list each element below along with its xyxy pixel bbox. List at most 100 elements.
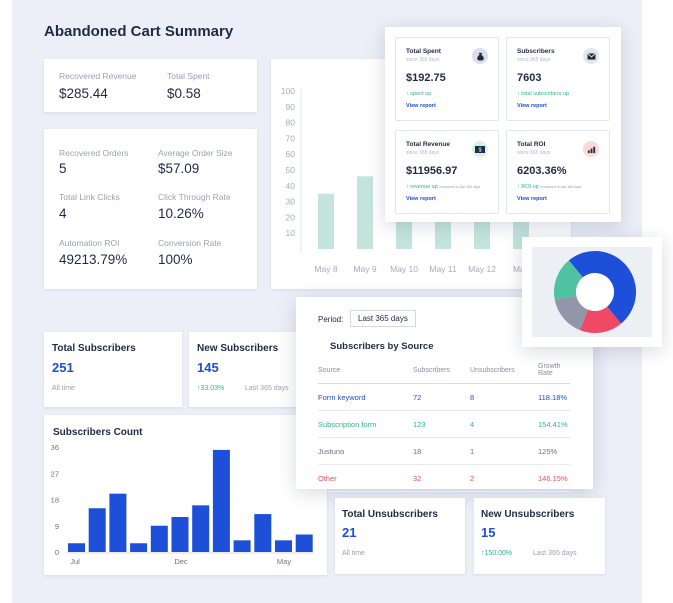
source-panel-title: Subscribers by Source <box>330 341 434 352</box>
total-revenue-mini-card: Total Revenue since 365 days $ $11956.97… <box>395 130 499 214</box>
table-cell-subscribers: 18 <box>413 437 470 465</box>
x-tick-label: Jul <box>70 557 80 566</box>
chart-bar <box>318 193 334 249</box>
y-tick-label: 100 <box>281 86 295 96</box>
donut-slice <box>554 295 589 331</box>
mini-subtitle: since 365 days <box>517 150 551 156</box>
svg-text:$: $ <box>478 147 481 152</box>
mini-trend-text: total subscribers up <box>521 91 569 97</box>
mini-title: Total Spent <box>406 48 441 55</box>
table-row: Other 32 2 146.15% <box>318 464 570 492</box>
chart-bar <box>396 214 412 249</box>
x-tick-label: Dec <box>174 557 188 566</box>
table-row: Form keyword 72 8 118.18% <box>318 383 570 411</box>
subscribers-count-card: Subscribers Count 0 9 18 27 36 Jul Dec May <box>44 415 327 575</box>
mini-trend-text: ROI up <box>521 184 539 190</box>
x-tick-label: May 9 <box>353 264 376 274</box>
source-table: Source Subscribers Unsubscribers Growth … <box>318 359 570 492</box>
new-subscribers-value: 145 <box>197 360 219 375</box>
y-tick-label: 9 <box>55 522 59 531</box>
ctr-value: 10.26% <box>158 206 204 221</box>
table-cell-subscribers: 72 <box>413 383 470 411</box>
view-report-link[interactable]: View report <box>406 103 436 109</box>
recovered-orders-value: 5 <box>59 161 67 176</box>
column-header: Growth Rate <box>538 359 570 384</box>
new-subscribers-card: New Subscribers 145 ↑33.03% Last 365 day… <box>189 332 299 407</box>
mini-trend: ↑ spent up <box>406 91 432 97</box>
total-spent-label: Total Spent <box>167 71 210 81</box>
y-tick-label: 30 <box>286 197 296 207</box>
avg-order-value: $57.09 <box>158 161 200 176</box>
automation-roi-label: Automation ROI <box>59 238 120 248</box>
mini-value: 6203.36% <box>517 165 567 177</box>
conversion-rate-label: Conversion Rate <box>158 238 222 248</box>
table-cell-growth: 118.18% <box>538 383 570 411</box>
mini-value: 7603 <box>517 72 542 84</box>
subscribers-mini-card: Subscribers since 365 days 7603 ↑ total … <box>506 37 610 121</box>
total-subscribers-card: Total Subscribers 251 All time <box>44 332 182 407</box>
metrics-card: Recovered Orders 5 Average Order Size $5… <box>44 129 257 289</box>
table-row: Justuno 18 1 125% <box>318 437 570 465</box>
total-unsubscribers-value: 21 <box>342 525 357 540</box>
chart-bar <box>474 214 490 249</box>
y-tick-label: 36 <box>51 443 59 452</box>
link-clicks-value: 4 <box>59 206 67 221</box>
mini-value: $11956.97 <box>406 165 458 177</box>
column-header: Source <box>318 359 413 384</box>
donut-slice <box>554 260 583 300</box>
view-report-link[interactable]: View report <box>406 196 436 202</box>
period-select[interactable]: Last 365 days <box>350 310 416 327</box>
mini-trend-note: compared to last 365 days <box>540 185 582 189</box>
chart-bar <box>109 493 127 552</box>
new-subscribers-trend: ↑33.03% <box>197 385 225 392</box>
new-subscribers-note: Last 365 days <box>245 385 289 392</box>
y-tick-label: 18 <box>51 496 59 505</box>
mini-subtitle: since 365 days <box>406 150 440 156</box>
y-tick-label: 20 <box>286 212 296 222</box>
table-cell-source: Justuno <box>318 437 413 465</box>
chart-bar <box>88 508 106 552</box>
link-clicks-label: Total Link Clicks <box>59 192 120 202</box>
total-spent-mini-card: Total Spent since 365 days $192.75 ↑ spe… <box>395 37 499 121</box>
source-panel: Period: Last 365 days Subscribers by Sou… <box>296 297 593 492</box>
y-tick-label: 40 <box>286 181 296 191</box>
donut-slice <box>579 306 622 333</box>
table-header-row: Source Subscribers Unsubscribers Growth … <box>318 359 570 384</box>
automation-roi-value: 49213.79% <box>59 252 128 267</box>
y-tick-label: 80 <box>286 118 296 128</box>
chart-bar <box>171 517 189 552</box>
donut-chart-card <box>522 237 662 347</box>
chart-bar <box>275 540 292 552</box>
subscribers-count-title: Subscribers Count <box>53 427 143 438</box>
mini-trend-text: spent up <box>410 91 432 97</box>
mini-trend-text: revenue up <box>410 184 438 190</box>
view-report-link[interactable]: View report <box>517 196 547 202</box>
chart-bar <box>68 543 85 552</box>
chart-bar <box>254 514 272 552</box>
table-cell-unsubscribers: 8 <box>470 383 538 411</box>
mini-subtitle: since 365 days <box>517 57 551 63</box>
x-tick-label: May 12 <box>468 264 496 274</box>
conversion-rate-value: 100% <box>158 252 193 267</box>
chart-bar <box>357 176 373 249</box>
mini-value: $192.75 <box>406 72 446 84</box>
y-tick-label: 60 <box>286 149 296 159</box>
table-cell-unsubscribers: 4 <box>470 410 538 438</box>
dollar-bill-icon: $ <box>472 141 488 157</box>
y-tick-label: 50 <box>286 165 296 175</box>
avg-order-label: Average Order Size <box>158 148 233 158</box>
view-report-link[interactable]: View report <box>517 103 547 109</box>
mini-title: Total Revenue <box>406 141 450 148</box>
total-subscribers-note: All time <box>52 385 75 392</box>
mini-trend: ↑ total subscribers up <box>517 91 569 97</box>
revenue-card: Recovered Revenue $285.44 Total Spent $0… <box>44 59 257 112</box>
recovered-orders-label: Recovered Orders <box>59 148 129 158</box>
donut-hole <box>576 273 614 311</box>
table-cell-growth: 146.15% <box>538 464 570 492</box>
page-title: Abandoned Cart Summary <box>44 23 234 40</box>
x-tick-label: May 10 <box>390 264 418 274</box>
new-unsubscribers-card: New Unsubscribers 15 ↑150.00% Last 365 d… <box>474 498 605 574</box>
y-tick-label: 0 <box>55 548 59 557</box>
table-row: Subscription form 123 4 154.41% <box>318 410 570 438</box>
recovered-revenue-value: $285.44 <box>59 86 108 101</box>
